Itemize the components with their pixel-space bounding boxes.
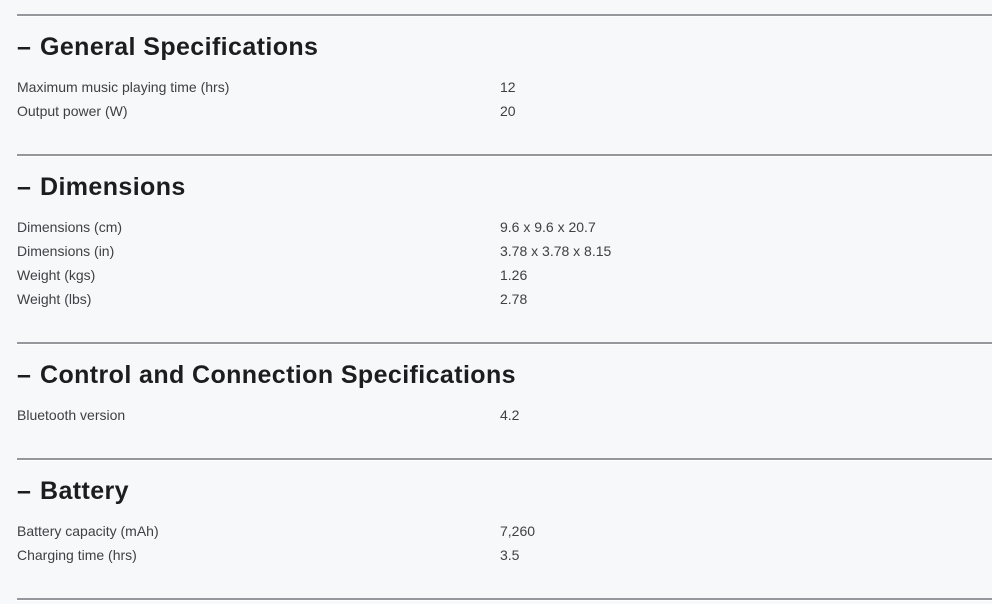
- section-title: Dimensions: [40, 173, 186, 201]
- spec-value: 3.5: [500, 547, 520, 563]
- spec-rows: Dimensions (cm) 9.6 x 9.6 x 20.7 Dimensi…: [17, 215, 992, 311]
- spec-section: – Dimensions Dimensions (cm) 9.6 x 9.6 x…: [17, 154, 992, 342]
- section-header[interactable]: – Control and Connection Specifications: [17, 361, 992, 389]
- spec-value: 1.26: [500, 267, 528, 283]
- spec-row: Battery capacity (mAh) 7,260: [17, 519, 992, 543]
- section-header[interactable]: – Battery: [17, 477, 992, 505]
- spec-section: – Battery Battery capacity (mAh) 7,260 C…: [17, 458, 992, 598]
- section-divider: [17, 458, 992, 461]
- section-divider: [17, 154, 992, 157]
- spec-value: 2.78: [500, 291, 528, 307]
- spec-rows: Maximum music playing time (hrs) 12 Outp…: [17, 75, 992, 123]
- section-title: Control and Connection Specifications: [40, 361, 516, 389]
- section-divider: [17, 342, 992, 345]
- spec-section: – General Specifications Maximum music p…: [17, 14, 992, 154]
- spec-label: Charging time (hrs): [17, 547, 137, 563]
- collapse-minus-icon[interactable]: –: [17, 361, 32, 389]
- section-header[interactable]: – General Specifications: [17, 33, 992, 61]
- bottom-divider: [17, 598, 992, 601]
- collapse-minus-icon[interactable]: –: [17, 477, 32, 505]
- spec-row: Bluetooth version 4.2: [17, 403, 992, 427]
- spec-value: 12: [500, 79, 516, 95]
- spec-row: Charging time (hrs) 3.5: [17, 543, 992, 567]
- collapse-minus-icon[interactable]: –: [17, 173, 32, 201]
- spec-value: 7,260: [500, 523, 536, 539]
- spec-row: Weight (kgs) 1.26: [17, 263, 992, 287]
- spec-value: 9.6 x 9.6 x 20.7: [500, 219, 596, 235]
- spec-row: Dimensions (in) 3.78 x 3.78 x 8.15: [17, 239, 992, 263]
- section-header[interactable]: – Dimensions: [17, 173, 992, 201]
- spec-row: Weight (lbs) 2.78: [17, 287, 992, 311]
- spec-label: Bluetooth version: [17, 407, 126, 423]
- spec-label: Battery capacity (mAh): [17, 523, 159, 539]
- spec-rows: Battery capacity (mAh) 7,260 Charging ti…: [17, 519, 992, 567]
- spec-row: Dimensions (cm) 9.6 x 9.6 x 20.7: [17, 215, 992, 239]
- spec-rows: Bluetooth version 4.2: [17, 403, 992, 427]
- spec-value: 4.2: [500, 407, 520, 423]
- spec-value: 3.78 x 3.78 x 8.15: [500, 243, 612, 259]
- spec-label: Dimensions (cm): [17, 219, 123, 235]
- spec-row: Output power (W) 20: [17, 99, 992, 123]
- section-divider: [17, 14, 992, 17]
- spec-section: – Control and Connection Specifications …: [17, 342, 992, 458]
- spec-label: Maximum music playing time (hrs): [17, 79, 230, 95]
- collapse-minus-icon[interactable]: –: [17, 33, 32, 61]
- section-title: General Specifications: [40, 33, 319, 61]
- spec-label: Dimensions (in): [17, 243, 115, 259]
- spec-label: Output power (W): [17, 103, 128, 119]
- spec-row: Maximum music playing time (hrs) 12: [17, 75, 992, 99]
- spec-label: Weight (kgs): [17, 267, 96, 283]
- section-title: Battery: [40, 477, 129, 505]
- spec-value: 20: [500, 103, 516, 119]
- spec-label: Weight (lbs): [17, 291, 92, 307]
- specs-list: – General Specifications Maximum music p…: [17, 14, 992, 598]
